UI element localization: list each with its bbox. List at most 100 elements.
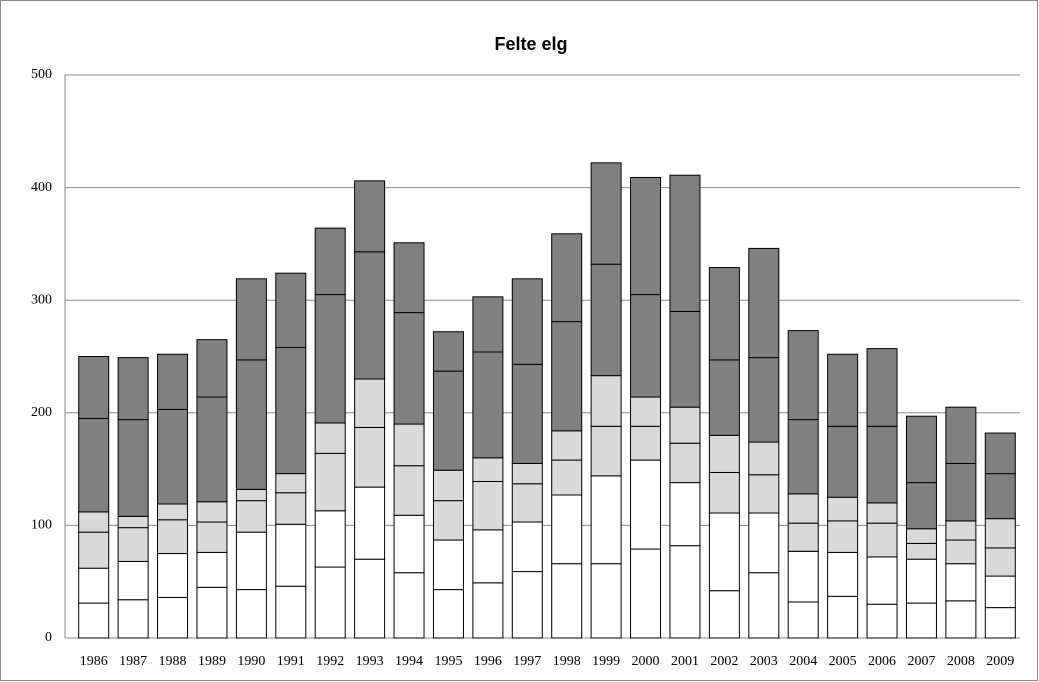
bar-segment bbox=[196, 521, 228, 553]
bar-segment bbox=[511, 521, 543, 573]
x-tick-label: 2005 bbox=[829, 654, 857, 669]
bar-segment bbox=[78, 531, 110, 569]
bar-segment bbox=[866, 556, 898, 605]
bar-segment bbox=[472, 457, 504, 482]
bar-segment bbox=[314, 452, 346, 512]
bar-segment bbox=[432, 331, 464, 372]
bar-segment bbox=[669, 310, 701, 408]
bar-segment bbox=[984, 547, 1016, 577]
bar-segment bbox=[590, 263, 622, 377]
bar-segment bbox=[275, 585, 307, 639]
bar-segment bbox=[511, 363, 543, 464]
x-tick-label: 2003 bbox=[750, 654, 778, 669]
bar-segment bbox=[432, 589, 464, 639]
bar-segment bbox=[669, 442, 701, 484]
bar-segment bbox=[748, 357, 780, 443]
bar-segment bbox=[630, 425, 662, 461]
bar-segment bbox=[708, 512, 740, 592]
bar-segment bbox=[354, 558, 386, 639]
bar-segment bbox=[748, 441, 780, 476]
bar-segment bbox=[669, 174, 701, 312]
bar-segment bbox=[787, 419, 819, 495]
bar-segment bbox=[472, 480, 504, 531]
x-tick-label: 2004 bbox=[789, 654, 817, 669]
bar-segment bbox=[669, 482, 701, 547]
bar-segment bbox=[905, 415, 937, 484]
bar-segment bbox=[905, 602, 937, 639]
bar-segment bbox=[511, 571, 543, 639]
bar-segment bbox=[551, 233, 583, 323]
y-tick-label: 300 bbox=[31, 292, 52, 307]
x-tick-label: 1989 bbox=[198, 654, 226, 669]
bar-segment bbox=[787, 522, 819, 552]
x-tick-label: 1992 bbox=[316, 654, 344, 669]
bar-segment bbox=[354, 251, 386, 380]
x-tick-label: 1993 bbox=[356, 654, 384, 669]
bar-segment bbox=[630, 396, 662, 427]
bar-segment bbox=[472, 582, 504, 639]
bar-segment bbox=[432, 500, 464, 541]
bar-segment bbox=[235, 278, 267, 361]
x-tick-label: 1998 bbox=[553, 654, 581, 669]
bar-segment bbox=[117, 527, 149, 562]
bar-segment bbox=[157, 553, 189, 598]
bar-segment bbox=[78, 417, 110, 513]
bar-segment bbox=[393, 514, 425, 574]
bar-segment bbox=[984, 473, 1016, 520]
bar-segment bbox=[708, 267, 740, 361]
bar-segment bbox=[708, 471, 740, 514]
bar-segment bbox=[905, 482, 937, 530]
bar-segment bbox=[393, 465, 425, 516]
bar-segment bbox=[432, 370, 464, 471]
bar-segment bbox=[511, 278, 543, 365]
bar-segment bbox=[432, 469, 464, 502]
x-tick-label: 2002 bbox=[710, 654, 738, 669]
bar-segment bbox=[314, 227, 346, 296]
bar-segment bbox=[511, 462, 543, 485]
bar-segment bbox=[866, 603, 898, 639]
bar-segment bbox=[235, 500, 267, 533]
bar-segment bbox=[630, 548, 662, 639]
bar-segment bbox=[827, 551, 859, 597]
bar-segment bbox=[590, 162, 622, 265]
bar-segment bbox=[393, 572, 425, 639]
bar-segment bbox=[945, 563, 977, 602]
bar-segment bbox=[827, 425, 859, 498]
bar-segment bbox=[551, 321, 583, 432]
bar-segment bbox=[393, 312, 425, 425]
bar-segment bbox=[117, 560, 149, 601]
bar-segment bbox=[196, 586, 228, 639]
bar-segment bbox=[590, 563, 622, 639]
x-tick-label: 1995 bbox=[434, 654, 462, 669]
bar-segment bbox=[827, 595, 859, 639]
bar-segment bbox=[432, 539, 464, 591]
bar-segment bbox=[551, 494, 583, 565]
bar-segment bbox=[787, 601, 819, 639]
bar-segment bbox=[117, 419, 149, 517]
bar-segment bbox=[748, 512, 780, 574]
chart-title: Felte elg bbox=[494, 34, 567, 54]
bar-segment bbox=[866, 502, 898, 524]
x-tick-label: 1996 bbox=[474, 654, 502, 669]
bar-segment bbox=[945, 462, 977, 522]
bar-segment bbox=[787, 550, 819, 603]
bar-segment bbox=[590, 425, 622, 477]
bar-segment bbox=[866, 425, 898, 504]
bar-segment bbox=[984, 607, 1016, 639]
bar-segment bbox=[393, 242, 425, 314]
bar-segment bbox=[866, 348, 898, 427]
bar-segment bbox=[235, 531, 267, 591]
x-tick-label: 1991 bbox=[277, 654, 305, 669]
bar-segment bbox=[905, 558, 937, 604]
bar-segment bbox=[984, 575, 1016, 609]
bar-segment bbox=[905, 528, 937, 544]
bar-segment bbox=[984, 432, 1016, 475]
bar-segment bbox=[314, 510, 346, 568]
bar-segment bbox=[748, 474, 780, 514]
bar-segment bbox=[472, 351, 504, 459]
bar-segment bbox=[354, 180, 386, 253]
x-tick-label: 2000 bbox=[632, 654, 660, 669]
bar-segment bbox=[235, 359, 267, 490]
bar-segment bbox=[590, 475, 622, 565]
